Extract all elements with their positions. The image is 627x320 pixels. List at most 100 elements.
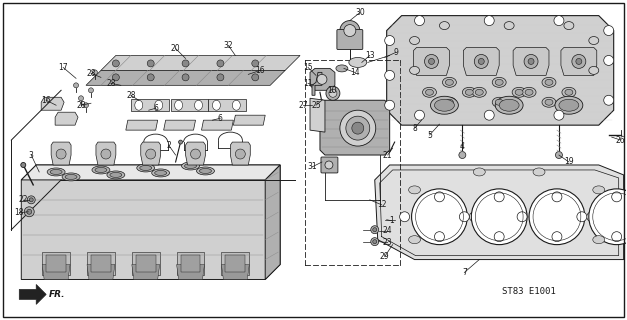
Ellipse shape bbox=[465, 89, 473, 95]
Text: 32: 32 bbox=[224, 41, 233, 50]
Text: 15: 15 bbox=[303, 63, 313, 72]
Circle shape bbox=[494, 232, 504, 242]
Ellipse shape bbox=[213, 100, 221, 110]
Text: 30: 30 bbox=[355, 8, 365, 17]
Circle shape bbox=[589, 189, 627, 244]
Text: 22: 22 bbox=[19, 195, 28, 204]
Circle shape bbox=[329, 89, 337, 97]
Text: 10: 10 bbox=[327, 86, 337, 95]
Ellipse shape bbox=[65, 174, 77, 180]
Polygon shape bbox=[96, 142, 116, 165]
Ellipse shape bbox=[462, 87, 477, 97]
Ellipse shape bbox=[445, 99, 453, 105]
Polygon shape bbox=[86, 70, 285, 85]
Text: 6: 6 bbox=[153, 104, 158, 113]
Ellipse shape bbox=[443, 77, 456, 87]
Circle shape bbox=[435, 192, 445, 202]
Ellipse shape bbox=[533, 168, 545, 176]
Circle shape bbox=[182, 74, 189, 81]
FancyBboxPatch shape bbox=[321, 157, 338, 173]
Circle shape bbox=[470, 212, 479, 222]
Circle shape bbox=[344, 25, 356, 36]
Circle shape bbox=[112, 60, 119, 67]
Ellipse shape bbox=[196, 167, 214, 175]
Text: 21: 21 bbox=[383, 150, 393, 160]
Polygon shape bbox=[221, 265, 250, 279]
Circle shape bbox=[524, 54, 538, 68]
Ellipse shape bbox=[545, 79, 553, 85]
Circle shape bbox=[21, 163, 26, 167]
Polygon shape bbox=[221, 252, 250, 275]
Ellipse shape bbox=[426, 89, 433, 95]
Circle shape bbox=[340, 110, 376, 146]
Ellipse shape bbox=[522, 87, 536, 97]
Ellipse shape bbox=[515, 89, 523, 95]
Ellipse shape bbox=[492, 97, 506, 107]
Ellipse shape bbox=[409, 36, 419, 44]
Ellipse shape bbox=[336, 65, 348, 72]
Ellipse shape bbox=[512, 87, 526, 97]
Polygon shape bbox=[310, 98, 325, 132]
Text: 13: 13 bbox=[365, 51, 374, 60]
Polygon shape bbox=[21, 165, 280, 279]
Circle shape bbox=[101, 149, 111, 159]
Circle shape bbox=[112, 74, 119, 81]
Circle shape bbox=[424, 54, 438, 68]
Ellipse shape bbox=[155, 171, 167, 175]
Text: 18: 18 bbox=[14, 208, 24, 217]
Text: 16: 16 bbox=[255, 66, 265, 75]
Circle shape bbox=[556, 152, 562, 158]
Circle shape bbox=[326, 86, 340, 100]
Ellipse shape bbox=[562, 87, 576, 97]
Polygon shape bbox=[171, 99, 208, 111]
Circle shape bbox=[414, 16, 424, 26]
Polygon shape bbox=[463, 47, 499, 76]
Circle shape bbox=[399, 212, 409, 222]
Text: 11: 11 bbox=[303, 79, 313, 88]
Ellipse shape bbox=[50, 170, 62, 174]
Polygon shape bbox=[131, 99, 169, 111]
Polygon shape bbox=[132, 265, 160, 279]
Ellipse shape bbox=[440, 22, 450, 29]
Ellipse shape bbox=[423, 87, 436, 97]
Ellipse shape bbox=[593, 186, 604, 194]
Circle shape bbox=[24, 207, 34, 217]
Text: 23: 23 bbox=[383, 238, 393, 247]
Circle shape bbox=[147, 74, 154, 81]
Circle shape bbox=[494, 192, 504, 202]
Text: 28: 28 bbox=[76, 101, 86, 110]
Text: 28: 28 bbox=[126, 91, 135, 100]
Circle shape bbox=[459, 152, 466, 158]
Circle shape bbox=[572, 54, 586, 68]
Polygon shape bbox=[561, 47, 597, 76]
Circle shape bbox=[604, 95, 614, 105]
FancyBboxPatch shape bbox=[337, 29, 363, 50]
Circle shape bbox=[371, 226, 379, 234]
Text: 8: 8 bbox=[412, 124, 417, 132]
Ellipse shape bbox=[62, 173, 80, 181]
Polygon shape bbox=[164, 120, 196, 130]
Polygon shape bbox=[19, 284, 46, 304]
Text: 1: 1 bbox=[389, 216, 394, 225]
Circle shape bbox=[325, 161, 333, 169]
Polygon shape bbox=[87, 252, 115, 275]
Polygon shape bbox=[312, 72, 322, 95]
Polygon shape bbox=[181, 255, 201, 271]
Circle shape bbox=[182, 60, 189, 67]
Ellipse shape bbox=[473, 168, 485, 176]
Circle shape bbox=[145, 149, 155, 159]
Circle shape bbox=[576, 59, 582, 64]
Circle shape bbox=[92, 70, 97, 75]
Polygon shape bbox=[132, 252, 160, 275]
Text: 28: 28 bbox=[87, 69, 96, 78]
Circle shape bbox=[217, 74, 224, 81]
Circle shape bbox=[78, 96, 83, 101]
Circle shape bbox=[472, 189, 527, 244]
Ellipse shape bbox=[542, 97, 556, 107]
Ellipse shape bbox=[409, 186, 421, 194]
Text: 9: 9 bbox=[393, 48, 398, 57]
Circle shape bbox=[235, 149, 245, 159]
Circle shape bbox=[414, 110, 424, 120]
Ellipse shape bbox=[199, 168, 211, 173]
Polygon shape bbox=[177, 265, 204, 279]
